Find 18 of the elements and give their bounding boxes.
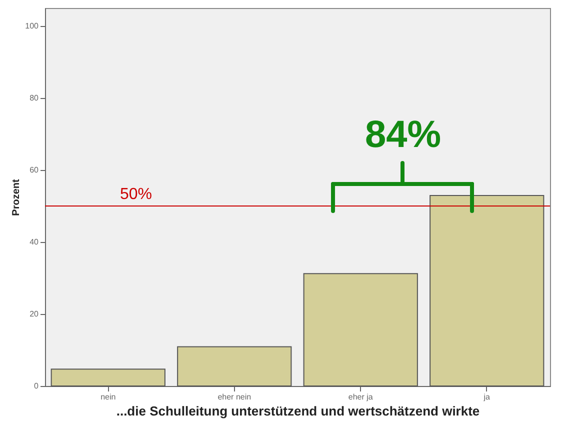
y-tick-label: 60 [30, 166, 40, 174]
x-tick-label: ja [482, 392, 491, 402]
y-tick-label: 20 [30, 310, 40, 318]
bar [303, 273, 418, 386]
y-tick-label: 0 [34, 382, 40, 390]
y-tick-label: 40 [30, 238, 40, 246]
y-tick-label: 80 [30, 94, 40, 102]
y-tick-label: 100 [25, 22, 40, 30]
x-tick-label: eher nein [218, 392, 252, 402]
x-axis-title: ...die Schulleitung unterstützend und wertschätzend wirkte [116, 404, 480, 418]
x-tick-label: nein [100, 392, 116, 402]
annotation: 84% [364, 114, 442, 156]
y-axis-title: Prozent [11, 178, 22, 216]
bar [50, 368, 166, 386]
x-tick-label: eher ja [348, 392, 374, 402]
ref-line-label: 50% [120, 186, 152, 203]
bar [430, 195, 544, 386]
bar [177, 346, 292, 386]
